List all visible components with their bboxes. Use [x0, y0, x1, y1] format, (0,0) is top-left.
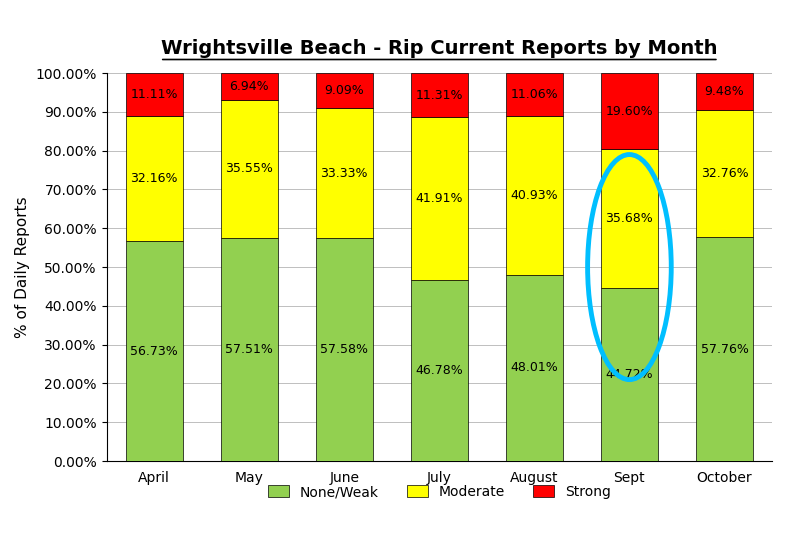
Text: 35.68%: 35.68%	[605, 212, 653, 225]
Bar	[696, 73, 753, 110]
Legend: None/Weak, Moderate, Strong: None/Weak, Moderate, Strong	[263, 480, 616, 505]
Text: 9.09%: 9.09%	[324, 84, 364, 97]
Bar	[696, 237, 753, 461]
Bar	[316, 108, 373, 238]
Text: 11.11%: 11.11%	[131, 88, 178, 101]
Bar	[696, 110, 753, 237]
Text: 46.78%: 46.78%	[416, 364, 464, 377]
Text: 11.31%: 11.31%	[416, 88, 463, 102]
Bar	[411, 117, 467, 279]
Text: 6.94%: 6.94%	[230, 80, 269, 93]
Text: 41.91%: 41.91%	[416, 192, 463, 205]
Bar	[220, 73, 278, 100]
Bar	[220, 100, 278, 238]
Bar	[411, 279, 467, 461]
Text: 57.51%: 57.51%	[225, 343, 273, 356]
Bar	[506, 275, 563, 461]
Text: 35.55%: 35.55%	[225, 162, 273, 176]
Bar	[601, 149, 658, 288]
Bar	[601, 288, 658, 461]
Bar	[506, 116, 563, 275]
Bar	[126, 73, 183, 116]
Text: Wrightsville Beach - Rip Current Reports by Month: Wrightsville Beach - Rip Current Reports…	[161, 39, 718, 57]
Bar	[316, 238, 373, 461]
Text: 48.01%: 48.01%	[511, 362, 558, 374]
Bar	[506, 73, 563, 116]
Text: 33.33%: 33.33%	[320, 167, 368, 179]
Bar	[126, 241, 183, 461]
Text: 40.93%: 40.93%	[511, 189, 558, 202]
Text: 32.76%: 32.76%	[700, 167, 748, 180]
Text: 9.48%: 9.48%	[704, 85, 745, 98]
Text: 32.16%: 32.16%	[131, 172, 178, 185]
Bar	[601, 73, 658, 149]
Text: 44.72%: 44.72%	[606, 368, 653, 381]
Bar	[220, 238, 278, 461]
Text: 19.60%: 19.60%	[606, 105, 653, 118]
Text: 11.06%: 11.06%	[511, 88, 558, 101]
Bar	[126, 116, 183, 241]
Text: 57.58%: 57.58%	[320, 343, 368, 356]
Y-axis label: % of Daily Reports: % of Daily Reports	[15, 197, 30, 338]
Text: 57.76%: 57.76%	[700, 343, 748, 355]
Bar	[316, 73, 373, 108]
Bar	[411, 73, 467, 117]
Text: 56.73%: 56.73%	[131, 344, 178, 358]
